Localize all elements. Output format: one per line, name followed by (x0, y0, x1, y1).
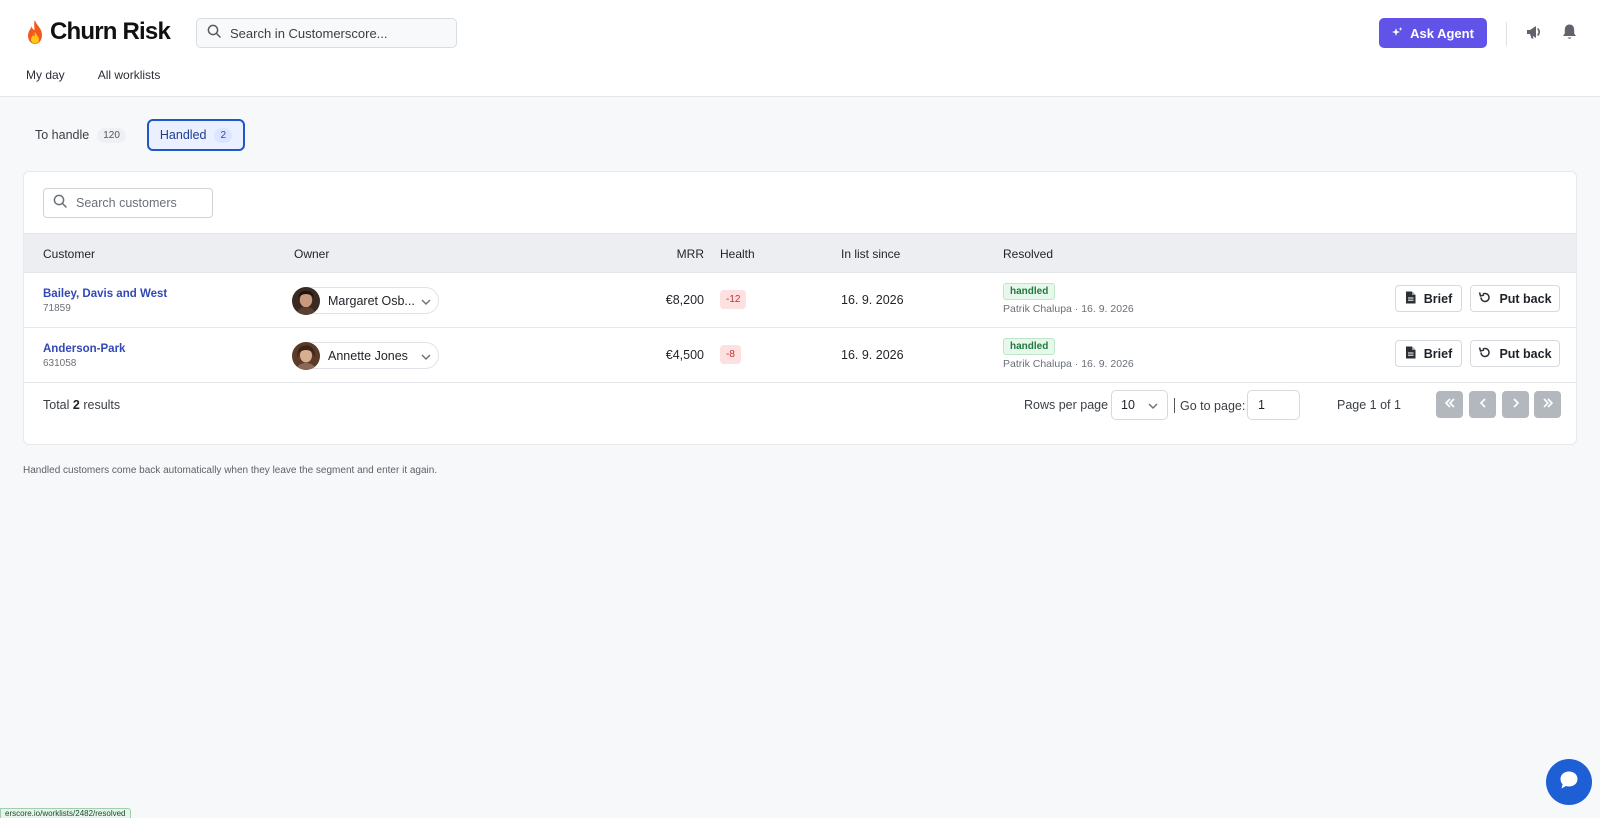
table-row: Bailey, Davis and West 71859 Margaret Os… (24, 273, 1576, 328)
tab-handled[interactable]: Handled 2 (146, 119, 246, 151)
tab-count: 2 (214, 127, 233, 143)
go-to-page-input[interactable] (1247, 390, 1300, 420)
column-in-list-since[interactable]: In list since (841, 247, 901, 261)
search-icon (53, 194, 67, 213)
go-to-page-text: Go to page: (1180, 399, 1246, 413)
status-badge: handled (1003, 338, 1056, 355)
tab-label: Handled (159, 128, 207, 142)
customer-name-link[interactable]: Anderson-Park (43, 343, 126, 355)
handled-hint: Handled customers come back automaticall… (23, 465, 438, 476)
chevrons-left-icon (1443, 397, 1457, 412)
rows-per-page-select[interactable]: 10 (1111, 390, 1168, 420)
table-row: Anderson-Park 631058 Annette Jones €4,50… (24, 328, 1576, 383)
customer-id: 71859 (43, 303, 71, 314)
status-badge: handled (1003, 283, 1056, 300)
megaphone-icon[interactable] (1525, 23, 1543, 46)
chevron-right-icon (1510, 397, 1522, 412)
health-badge: -12 (720, 290, 747, 309)
owner-name: Margaret Osb... (328, 294, 415, 308)
customers-card: Search customers Customer Owner MRR Heal… (23, 171, 1577, 445)
chat-icon (1558, 769, 1580, 796)
put-back-button[interactable]: Put back (1470, 340, 1560, 367)
column-customer[interactable]: Customer (43, 247, 96, 261)
main-nav: My day All worklists (26, 68, 160, 82)
table-header: Customer Owner MRR Health In list since … (24, 233, 1576, 273)
total-count: 2 (72, 398, 80, 412)
separator (1174, 398, 1175, 413)
brief-button[interactable]: Brief (1395, 340, 1462, 367)
header-divider (1506, 22, 1507, 46)
chevron-left-icon (1477, 397, 1489, 412)
brief-button[interactable]: Brief (1395, 285, 1462, 312)
top-bar: Churn Risk Search in Customerscore... As… (0, 0, 1600, 97)
rows-per-page-value: 10 (1121, 398, 1135, 412)
global-search-input[interactable]: Search in Customerscore... (196, 18, 457, 48)
avatar (292, 342, 320, 370)
total-prefix: Total (43, 398, 70, 412)
customer-search-input[interactable]: Search customers (43, 188, 213, 218)
customer-name-link[interactable]: Bailey, Davis and West (43, 288, 168, 300)
column-health[interactable]: Health (720, 247, 755, 261)
owner-select[interactable]: Annette Jones (292, 342, 439, 370)
mrr-value: €4,500 (665, 348, 704, 362)
put-back-label: Put back (1499, 346, 1552, 361)
health-badge: -8 (720, 345, 741, 364)
document-icon (1405, 346, 1416, 362)
column-mrr[interactable]: MRR (676, 247, 704, 261)
tab-count: 120 (97, 127, 126, 143)
in-list-since: 16. 9. 2026 (841, 348, 904, 362)
column-owner[interactable]: Owner (294, 247, 330, 261)
last-page-button[interactable] (1534, 391, 1561, 418)
flame-icon (24, 19, 46, 45)
first-page-button[interactable] (1436, 391, 1463, 418)
nav-my-day[interactable]: My day (26, 68, 65, 82)
previous-page-button[interactable] (1469, 391, 1496, 418)
chevron-down-icon (1147, 400, 1159, 415)
go-to-page-label: Go to page: (1174, 398, 1245, 413)
sparkle-icon (1392, 26, 1403, 41)
segment-tabs: To handle 120 Handled 2 (22, 119, 246, 151)
mrr-value: €8,200 (665, 293, 704, 307)
rows-per-page-label: Rows per page (1024, 398, 1109, 412)
column-resolved[interactable]: Resolved (1003, 247, 1054, 261)
resolved-by: Patrik Chalupa · 16. 9. 2026 (1003, 303, 1134, 315)
app-title: Churn Risk (50, 18, 171, 45)
nav-all-worklists[interactable]: All worklists (97, 68, 161, 82)
chevron-down-icon (420, 350, 432, 368)
chat-launcher[interactable] (1546, 759, 1592, 805)
next-page-button[interactable] (1502, 391, 1529, 418)
document-icon (1405, 291, 1416, 307)
owner-name: Annette Jones (328, 349, 408, 363)
undo-icon (1478, 346, 1491, 362)
brief-label: Brief (1423, 291, 1453, 306)
search-icon (207, 24, 221, 43)
page-indicator: Page 1 of 1 (1337, 398, 1401, 412)
brief-label: Brief (1423, 346, 1453, 361)
total-suffix: results (83, 398, 121, 412)
customer-search-placeholder: Search customers (76, 196, 177, 210)
undo-icon (1478, 291, 1491, 307)
resolved-by: Patrik Chalupa · 16. 9. 2026 (1003, 358, 1134, 370)
avatar (292, 287, 320, 315)
put-back-label: Put back (1499, 291, 1552, 306)
ask-agent-button[interactable]: Ask Agent (1379, 18, 1487, 48)
put-back-button[interactable]: Put back (1470, 285, 1560, 312)
chevrons-right-icon (1541, 397, 1555, 412)
chevron-down-icon (420, 295, 432, 313)
tab-label: To handle (35, 128, 90, 142)
tab-to-handle[interactable]: To handle 120 (22, 119, 139, 151)
status-bar-url: erscore.io/worklists/2482/resolved (0, 808, 131, 818)
global-search-placeholder: Search in Customerscore... (230, 25, 388, 41)
total-results: Total 2 results (43, 398, 120, 412)
in-list-since: 16. 9. 2026 (841, 293, 904, 307)
ask-agent-label: Ask Agent (1410, 25, 1474, 41)
customer-id: 631058 (43, 358, 77, 369)
bell-icon[interactable] (1561, 23, 1578, 46)
owner-select[interactable]: Margaret Osb... (292, 287, 439, 315)
app-logo[interactable]: Churn Risk (24, 18, 171, 46)
